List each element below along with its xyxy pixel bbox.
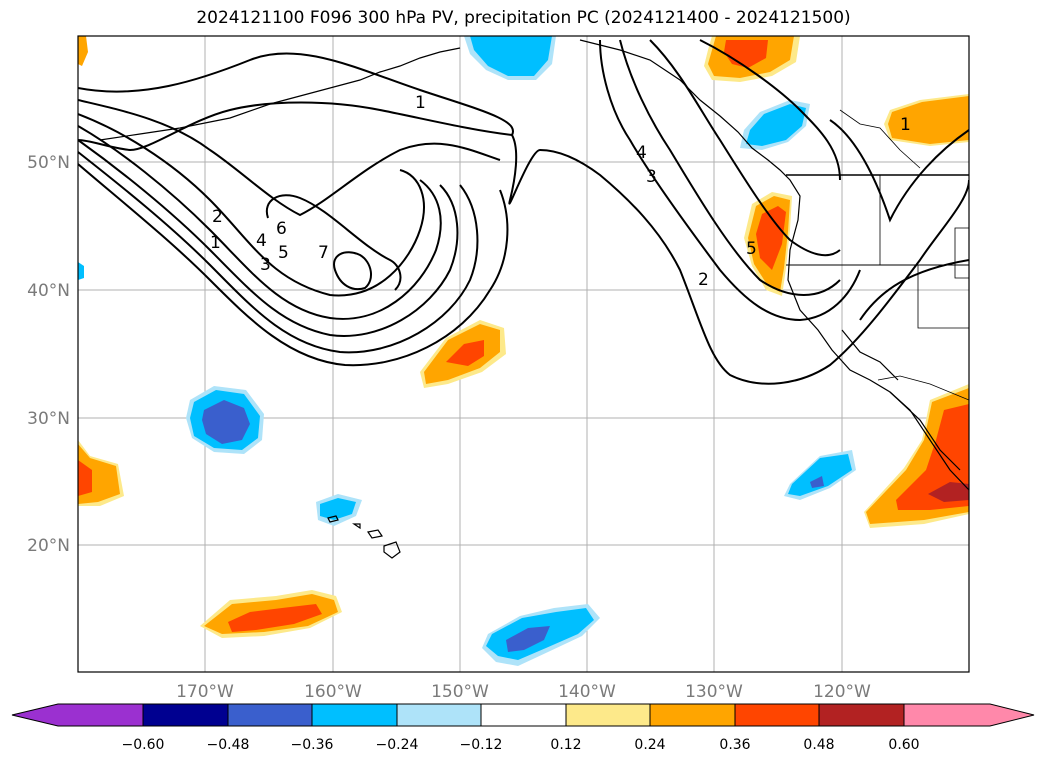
precip-negative-blob (186, 386, 264, 454)
colorbar-tick: 0.36 (719, 737, 750, 753)
contour-label: 1 (210, 233, 221, 253)
contour-label: 7 (318, 243, 329, 263)
colorbar-segment (142, 703, 229, 727)
colorbar-tick-labels: −0.60 −0.48 −0.36 −0.24 −0.12 0.12 0.24 … (122, 737, 920, 753)
lon-label: 140°W (558, 682, 616, 702)
contour-label: 2 (698, 270, 709, 290)
contour-label: 5 (278, 243, 289, 263)
precip-negative-blob (740, 100, 810, 150)
contour-label: 3 (260, 255, 271, 275)
precip-positive-blob (744, 192, 792, 296)
precip-positive-blob (420, 320, 506, 388)
map-frame (77, 35, 970, 673)
contour-label: 1 (415, 93, 426, 113)
colorbar-segment (480, 703, 567, 727)
precip-positive-blob (78, 36, 88, 66)
colorbar-tick: 0.60 (888, 737, 919, 753)
colorbar-tick: −0.36 (291, 737, 334, 753)
lon-label: 130°W (685, 682, 743, 702)
colorbar-segment (734, 703, 820, 727)
colorbar-tick: 0.48 (803, 737, 834, 753)
contour-label: 2 (212, 207, 223, 227)
colorbar-segment (818, 703, 905, 727)
contour-label: 1 (900, 115, 911, 135)
pv-contours (78, 39, 969, 385)
precip-positive-blob (78, 440, 124, 506)
colorbar-tick: −0.60 (122, 737, 165, 753)
precip-negative-blob (78, 262, 84, 280)
map-title: 2024121100 F096 300 hPa PV, precipitatio… (196, 8, 851, 28)
colorbar (11, 703, 1035, 727)
colorbar-segment (11, 703, 144, 727)
lat-label: 40°N (27, 281, 70, 301)
hawaii-islands (327, 515, 401, 559)
colorbar-segment (396, 703, 482, 727)
contour-label: 5 (746, 239, 757, 259)
longitude-labels: 170°W 160°W 150°W 140°W 130°W 120°W (176, 682, 871, 702)
precip-positive-blob (704, 36, 800, 82)
colorbar-segment (227, 703, 313, 727)
precip-shading (78, 36, 969, 666)
colorbar-tick: −0.12 (460, 737, 503, 753)
lat-label: 30°N (27, 409, 70, 429)
latitude-labels: 50°N 40°N 30°N 20°N (27, 153, 70, 556)
colorbar-segment (903, 703, 1035, 727)
contour-label: 4 (256, 231, 267, 251)
colorbar-segment (649, 703, 736, 727)
contour-label: 3 (646, 167, 657, 187)
colorbar-segment (565, 703, 651, 727)
precip-negative-blob (784, 450, 856, 500)
colorbar-tick: 0.24 (634, 737, 665, 753)
lon-label: 150°W (431, 682, 489, 702)
contour-label: 4 (636, 143, 647, 163)
lon-label: 170°W (176, 682, 234, 702)
contour-labels: 1 2 3 4 5 6 7 1 2 3 4 5 1 (210, 93, 911, 290)
lon-label: 160°W (304, 682, 362, 702)
precip-negative-blob (464, 36, 556, 80)
lat-label: 50°N (27, 153, 70, 173)
precip-negative-blob (482, 604, 600, 666)
lon-label: 120°W (813, 682, 871, 702)
colorbar-tick: 0.12 (550, 737, 581, 753)
precip-positive-blob (884, 94, 969, 146)
colorbar-tick: −0.24 (376, 737, 419, 753)
lat-label: 20°N (27, 536, 70, 556)
coastlines (99, 39, 969, 491)
colorbar-segment (311, 703, 398, 727)
contour-label: 6 (276, 219, 287, 239)
map-area: 1 2 3 4 5 6 7 1 2 3 4 5 1 (78, 36, 969, 672)
precip-negative-blob (316, 494, 362, 526)
colorbar-tick: −0.48 (207, 737, 250, 753)
precip-positive-blob (864, 384, 969, 528)
precip-positive-blob (200, 590, 342, 638)
